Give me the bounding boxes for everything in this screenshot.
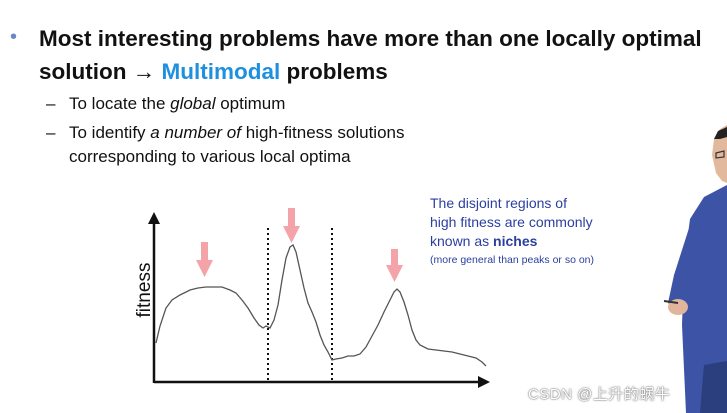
note-small: (more general than peaks or so on) xyxy=(430,254,595,266)
y-axis-label: fitness xyxy=(134,263,155,318)
sub-bullet-text: To locate the global optimum xyxy=(69,92,489,116)
sub-bullet-text: To identify a number of high-fitness sol… xyxy=(69,121,489,169)
sub-bullet-after: optimum xyxy=(215,94,286,113)
sub-bullet-local: – To identify a number of high-fitness s… xyxy=(46,121,489,169)
main-bullet: Most interesting problems have more than… xyxy=(39,22,727,88)
peak-arrow-3 xyxy=(386,249,403,282)
watermark: CSDN @上升的蜗牛 xyxy=(528,386,671,403)
bullet-dot: • xyxy=(10,26,18,48)
niches-term: niches xyxy=(493,233,538,249)
fitness-curve xyxy=(155,244,487,367)
y-axis-arrowhead xyxy=(148,212,160,224)
main-bullet-line2-prefix: solution xyxy=(39,59,133,84)
main-bullet-line2-suffix: problems xyxy=(280,59,388,84)
sub-bullet-list: – To locate the global optimum – To iden… xyxy=(46,92,489,174)
peak-arrow-2 xyxy=(283,208,300,243)
dash-marker: – xyxy=(46,94,56,113)
sub-bullet-global: – To locate the global optimum xyxy=(46,92,489,116)
presenter-figure xyxy=(663,125,727,413)
dash-marker: – xyxy=(46,123,56,142)
arrow-icon: → xyxy=(132,59,156,84)
sub-bullet-after: high-fitness solutions corresponding to … xyxy=(69,123,405,166)
note-line1: The disjoint regions of xyxy=(430,195,567,211)
note-line3-prefix: known as xyxy=(430,233,494,249)
x-axis-arrowhead xyxy=(478,376,490,388)
sub-bullet-emphasis: a number of xyxy=(150,123,241,142)
sub-bullet-before: To identify xyxy=(69,123,151,142)
niches-note: The disjoint regions of high fitness are… xyxy=(430,194,594,270)
note-line2: high fitness are commonly xyxy=(430,214,593,230)
main-bullet-line1: Most interesting problems have more than… xyxy=(39,26,702,51)
note-line3: known as niches xyxy=(430,232,594,251)
sub-bullet-before: To locate the xyxy=(69,94,171,113)
multimodal-highlight: Multimodal xyxy=(161,59,281,84)
peak-arrow-1 xyxy=(196,242,213,277)
sub-bullet-emphasis: global xyxy=(170,94,216,113)
